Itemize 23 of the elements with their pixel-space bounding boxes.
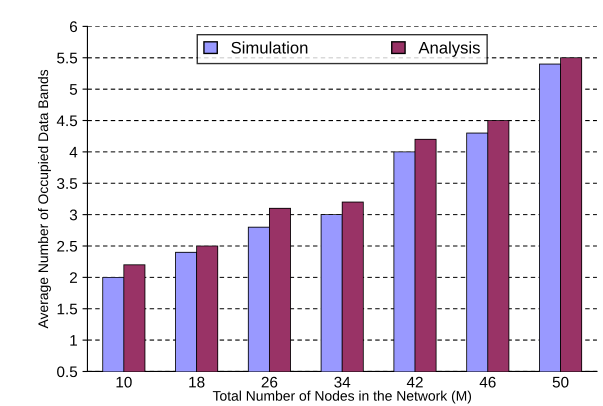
y-tick-label: 3.5 (57, 178, 78, 189)
x-tick-label: 42 (406, 376, 423, 388)
x-tick-label: 26 (262, 376, 278, 388)
y-tick-label: 4 (70, 146, 78, 158)
y-axis-title: Average Number of Occupied Data Bands (38, 70, 51, 328)
x-tick-label: 34 (334, 376, 350, 388)
x-tick-label: 50 (552, 376, 568, 388)
y-tick-label: 1 (70, 335, 77, 346)
y-tick-label: 3 (70, 209, 78, 220)
y-tick-label: 2 (70, 272, 77, 283)
y-tick-label: 6 (70, 21, 78, 32)
x-tick-label: 46 (480, 376, 496, 388)
y-tick-label: 5.5 (57, 52, 78, 64)
y-tick-label: 5 (70, 84, 78, 95)
y-tick-label: 1.5 (58, 304, 78, 314)
x-tick-label: 18 (189, 376, 204, 388)
legend-label: Simulation (231, 41, 308, 54)
y-tick-label: 2.5 (57, 240, 78, 252)
legend-label: Analysis (418, 41, 480, 57)
y-tick-label: 0.5 (57, 366, 78, 378)
x-tick-label: 10 (116, 376, 132, 388)
y-tick-label: 4.5 (56, 116, 78, 126)
x-axis-title: Total Number of Nodes in the Network (M) (212, 390, 472, 404)
